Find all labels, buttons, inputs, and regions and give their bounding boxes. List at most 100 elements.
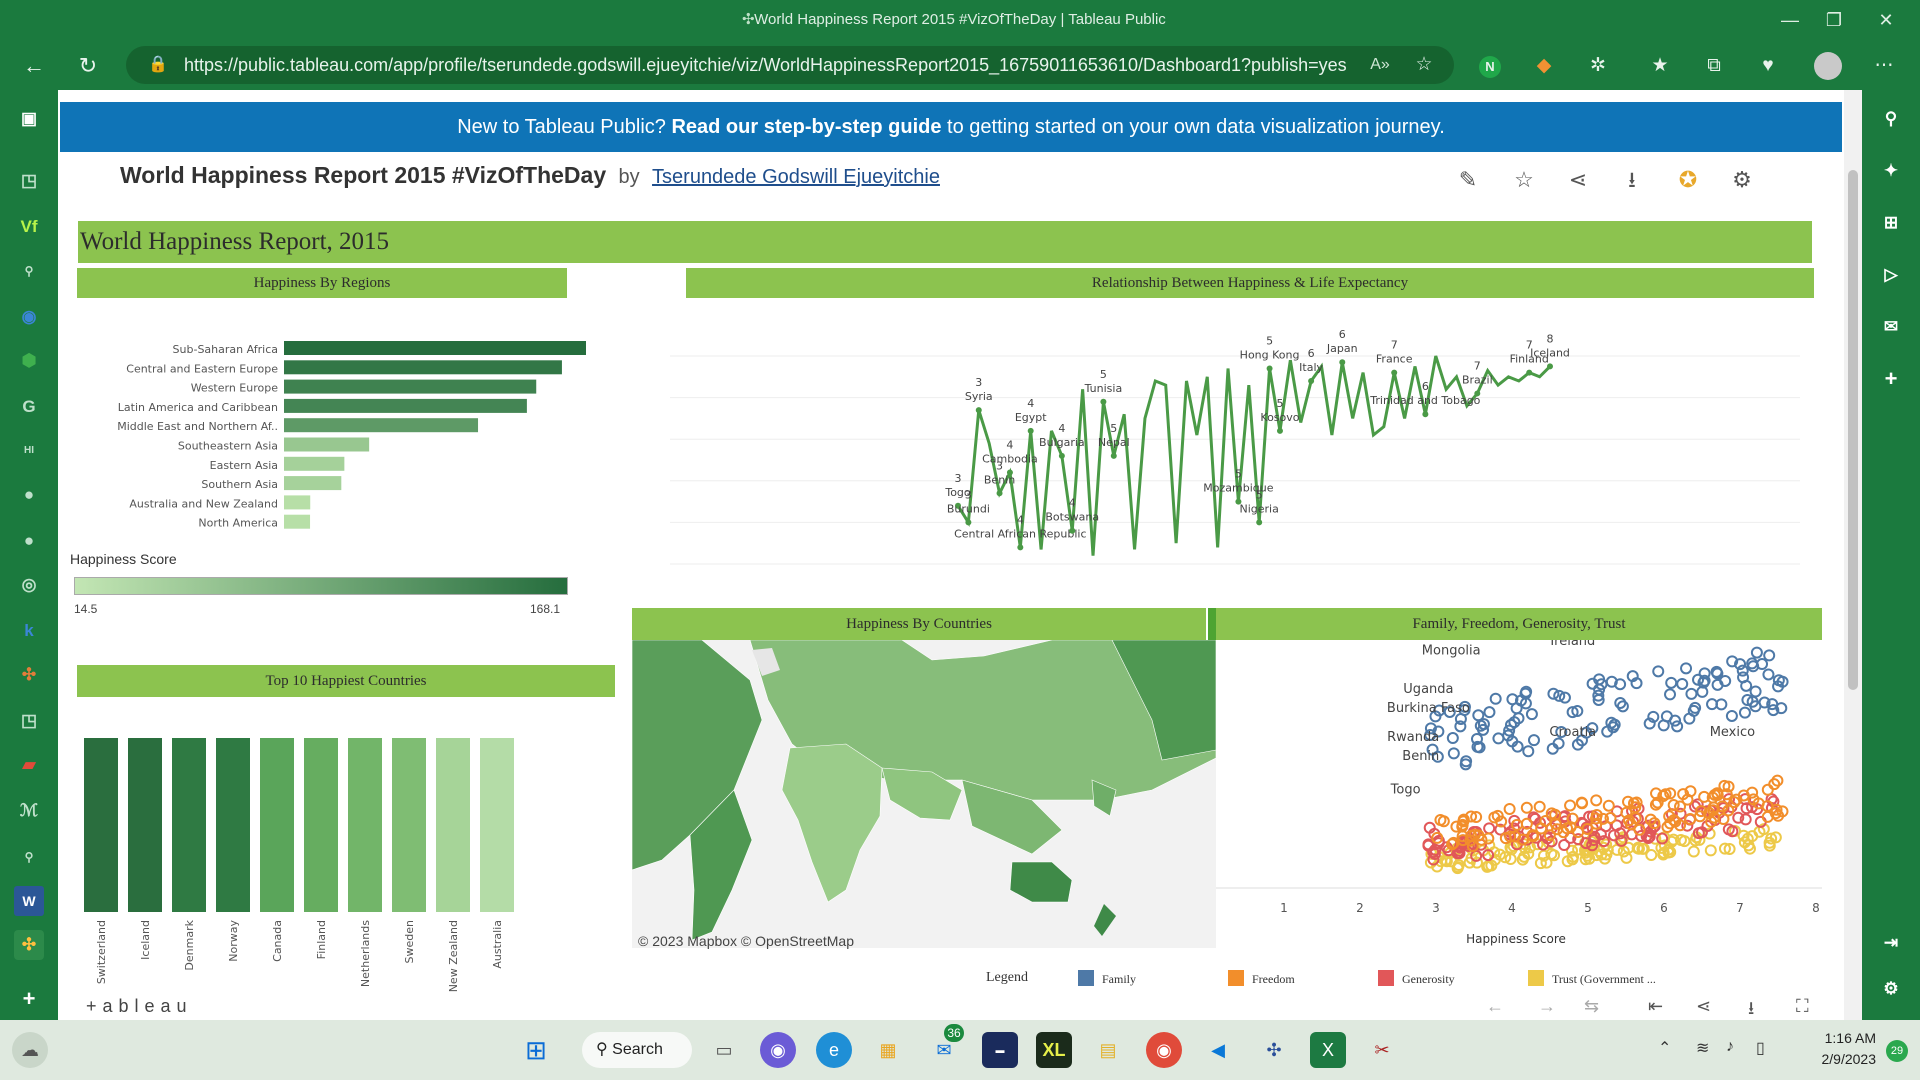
favorites-icon[interactable]: ★ xyxy=(1651,55,1669,76)
wifi-icon[interactable]: ≋ xyxy=(1696,1040,1710,1057)
life-point xyxy=(1256,519,1263,526)
pinned-tab-1-icon[interactable]: ◳ xyxy=(20,171,38,190)
tray-chevron-icon[interactable]: ⌃ xyxy=(1658,1040,1672,1057)
battery-icon[interactable]: ▯ xyxy=(1756,1040,1765,1057)
excel-icon[interactable]: X xyxy=(1310,1032,1346,1068)
pinned-tab-search2-icon[interactable]: ⚲ xyxy=(24,850,34,864)
ffgt-point xyxy=(1766,698,1779,711)
life-score-label: 5 xyxy=(1110,422,1117,435)
volume-icon[interactable]: ♪ xyxy=(1726,1038,1734,1055)
fullscreen-icon[interactable]: ⛶ xyxy=(1796,996,1809,1016)
chrome-icon[interactable]: ◉ xyxy=(1146,1032,1182,1068)
scrollbar-thumb[interactable] xyxy=(1848,170,1858,690)
store-icon[interactable]: ▦ xyxy=(879,1040,897,1060)
pinned-tab-hi-icon[interactable]: HI xyxy=(24,445,34,456)
app-xl-icon[interactable]: XL xyxy=(1036,1032,1072,1068)
redo-icon[interactable]: → xyxy=(1538,996,1556,1016)
tableau-app-icon[interactable]: ✣ xyxy=(1266,1040,1282,1060)
ffgt-point xyxy=(1765,832,1778,845)
active-tab-tableau-icon[interactable]: ✣ xyxy=(14,930,44,960)
metamask-icon[interactable]: ◆ xyxy=(1536,55,1552,76)
sidebar-add-icon[interactable]: + xyxy=(1884,366,1898,391)
refresh-icon[interactable]: ↻ xyxy=(78,53,98,78)
extension-n-icon[interactable]: N xyxy=(1474,50,1506,82)
back-arrow-icon[interactable]: ← xyxy=(23,53,45,78)
pinned-tab-github2-icon[interactable]: ● xyxy=(23,531,35,550)
ffgt-point xyxy=(1561,855,1574,868)
pinned-tab-chart-icon[interactable]: ℳ xyxy=(19,801,39,820)
sidebar-settings-icon[interactable]: ⚙ xyxy=(1883,979,1899,998)
edit-icon[interactable]: ✎ xyxy=(1458,167,1478,192)
sidebar-games-icon[interactable]: ▷ xyxy=(1884,265,1898,284)
restore-icon[interactable]: ❐ xyxy=(1825,10,1843,30)
health-icon[interactable]: ♥ xyxy=(1762,55,1774,76)
revert-icon[interactable]: ⇆ xyxy=(1584,996,1600,1016)
snipping-tool-icon[interactable]: ✂ xyxy=(1374,1040,1390,1060)
add-favorite-icon[interactable]: ☆ xyxy=(1415,54,1433,75)
clock-date[interactable]: 2/9/2023 xyxy=(1821,1051,1877,1067)
ffgt-point xyxy=(1454,720,1467,733)
footer-download-icon[interactable]: ⭳ xyxy=(1748,998,1755,1018)
read-aloud-icon[interactable]: A» xyxy=(1370,56,1390,73)
pinned-tab-vf-icon[interactable]: Vf xyxy=(20,217,38,236)
notification-badge[interactable]: 29 xyxy=(1886,1040,1908,1062)
footer-share-icon[interactable]: ⋖ xyxy=(1696,996,1712,1016)
share-icon[interactable]: ⋖ xyxy=(1568,167,1588,192)
reset-icon[interactable]: ⇤ xyxy=(1648,996,1664,1016)
pinned-tab-hex-icon[interactable]: ⬢ xyxy=(21,351,37,370)
download-icon[interactable]: ⭳ xyxy=(1628,167,1636,192)
new-tab-plus-icon[interactable]: + xyxy=(22,986,36,1011)
page-scrollbar[interactable] xyxy=(1844,90,1862,1020)
pinned-tab-word-icon[interactable]: W xyxy=(14,886,44,916)
sidebar-hide-icon[interactable]: ⇥ xyxy=(1883,933,1899,952)
weather-icon[interactable]: ☁ xyxy=(12,1032,48,1068)
life-country-label: Kosovo xyxy=(1260,411,1299,424)
tab-actions-icon[interactable]: ▣ xyxy=(20,109,38,128)
mail-icon[interactable]: ✉ xyxy=(936,1040,952,1060)
extensions-icon[interactable]: ✲ xyxy=(1590,55,1606,76)
sidebar-outlook-icon[interactable]: ✉ xyxy=(1883,317,1899,336)
close-icon[interactable]: ✕ xyxy=(1878,10,1894,30)
more-menu-icon[interactable]: ⋯ xyxy=(1874,55,1894,76)
vscode-icon[interactable]: ◀ xyxy=(1211,1040,1225,1060)
ffgt-point xyxy=(1595,848,1608,861)
task-view-icon[interactable]: ▭ xyxy=(715,1040,733,1060)
clock-time[interactable]: 1:16 AM xyxy=(1824,1030,1876,1046)
ffgt-point xyxy=(1447,747,1460,760)
taskbar-search-box[interactable]: ⚲ Search xyxy=(582,1032,692,1068)
undo-icon[interactable]: ← xyxy=(1486,996,1504,1016)
sidebar-tools-icon[interactable]: ⊞ xyxy=(1883,213,1899,232)
author-link[interactable]: Tserundede Godswill Ejueyitchie xyxy=(652,166,940,188)
pinned-tab-chrome-icon[interactable]: G xyxy=(22,397,36,416)
file-explorer-icon[interactable]: ▤ xyxy=(1099,1040,1117,1060)
collections-icon[interactable]: ⧉ xyxy=(1707,55,1721,76)
pinned-tab-red-icon[interactable]: ▰ xyxy=(22,755,36,774)
ffgt-point xyxy=(1664,846,1677,859)
world-map[interactable] xyxy=(632,640,1216,948)
pinned-tab-search-icon[interactable]: ⚲ xyxy=(24,264,34,278)
url-field[interactable]: 🔒 https://public.tableau.com/app/profile… xyxy=(126,46,1454,84)
pinned-tab-app-icon[interactable]: ◎ xyxy=(21,575,37,594)
favorite-star-icon[interactable]: ☆ xyxy=(1514,167,1534,192)
pinned-tab-tableau-icon[interactable]: ✣ xyxy=(21,665,37,684)
pinned-tab-doc-icon[interactable]: ◳ xyxy=(20,711,38,730)
banner-guide-link[interactable]: Read our step-by-step guide xyxy=(671,116,942,138)
ffgt-point xyxy=(1510,818,1523,831)
pinned-tab-k-icon[interactable]: k xyxy=(24,621,34,640)
ffgt-point xyxy=(1705,815,1718,828)
settings-gear-icon[interactable]: ⚙ xyxy=(1732,167,1752,192)
page-content: New to Tableau Public? Read our step-by-… xyxy=(58,90,1862,1020)
app-blue-icon[interactable]: ▬ xyxy=(982,1032,1018,1068)
x-tick-label: 5 xyxy=(1584,901,1592,915)
minimize-icon[interactable]: — xyxy=(1781,10,1799,30)
sidebar-search-icon[interactable]: ⚲ xyxy=(1884,109,1898,128)
pinned-tab-globe-icon[interactable]: ◉ xyxy=(21,307,37,326)
sidebar-sparkle-icon[interactable]: ✦ xyxy=(1883,161,1899,180)
edge-icon[interactable]: e xyxy=(816,1032,852,1068)
start-windows-icon[interactable]: ⊞ xyxy=(525,1035,547,1065)
award-icon[interactable]: ✪ xyxy=(1678,167,1698,192)
ffgt-chart-title: Family, Freedom, Generosity, Trust xyxy=(1216,608,1822,640)
profile-avatar-icon[interactable] xyxy=(1812,50,1844,82)
chat-icon[interactable]: ◉ xyxy=(760,1032,796,1068)
pinned-tab-github-icon[interactable]: ● xyxy=(23,485,35,504)
